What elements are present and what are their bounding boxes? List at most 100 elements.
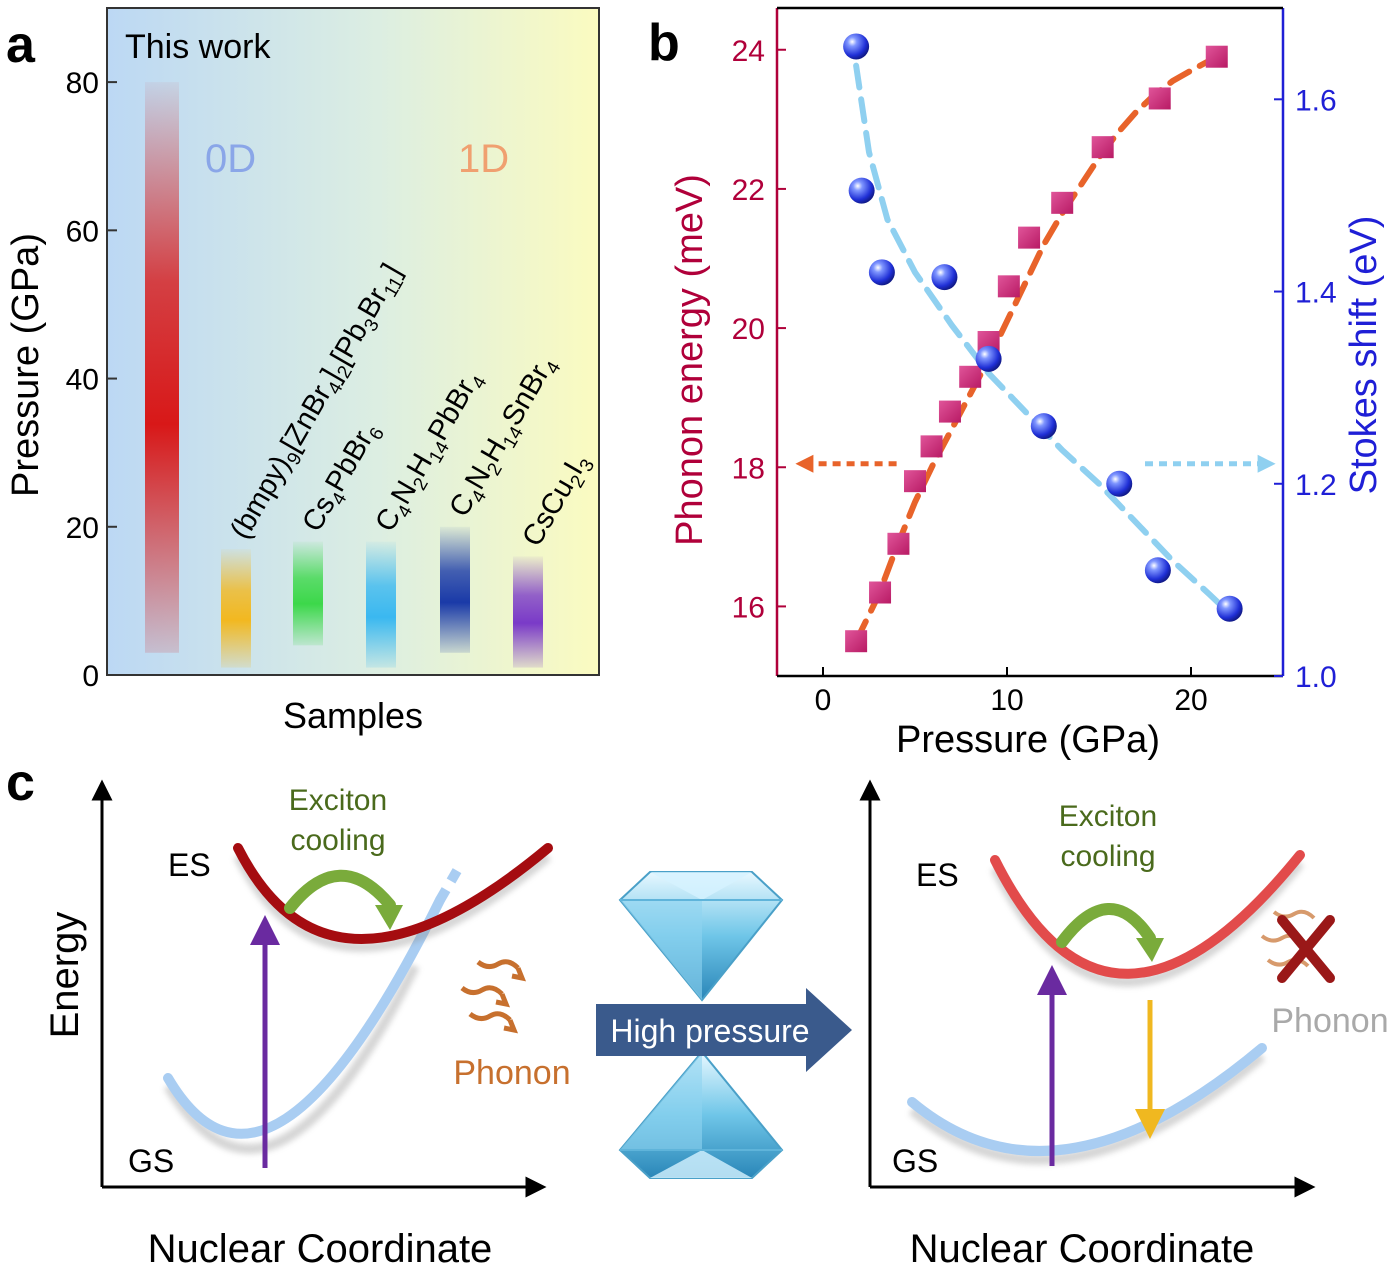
left-cooling-label-line1: Exciton [289, 784, 387, 817]
left-gs-label: GS [128, 1143, 174, 1179]
high-pressure-arrow [596, 988, 852, 1072]
phonon-energy-point [904, 470, 926, 493]
one-d-annotation: 1D [458, 137, 509, 181]
left-cooling-arrowhead [375, 905, 403, 930]
phonon-energy-tick-label: 24 [732, 35, 765, 68]
right-cooling-label-line2: cooling [1060, 840, 1155, 873]
high-pressure-label: High pressure [610, 1013, 809, 1049]
stokes-shift-point [848, 177, 875, 204]
left-gs-dashed-extension [435, 859, 467, 903]
blocked-phonon-cross-icon [1277, 915, 1335, 983]
panel-b-x-axis-label: Pressure (GPa) [896, 719, 1160, 761]
panel-a-label: a [6, 16, 36, 74]
panel-a-x-axis-label: Samples [283, 695, 423, 736]
panel-c: c Energy Nuclear Coordinate ES GS Excito… [6, 754, 1389, 1271]
phonon-energy-tick-label: 22 [732, 174, 765, 207]
stokes-axis-arrow-head [1257, 454, 1276, 473]
right-cooling-arrow [1056, 903, 1156, 948]
bar-this-work [145, 82, 179, 653]
panel-b-data-points [843, 33, 1243, 653]
stokes-shift-point [868, 259, 895, 286]
phonon-energy-point [959, 365, 982, 388]
right-phonon-label: Phonon [1271, 1002, 1388, 1040]
bar-zn-pb [221, 549, 251, 668]
right-cooling-arrowhead [1136, 938, 1164, 962]
right-es-curve [990, 850, 1305, 979]
panel-a-y-tick-label: 0 [82, 660, 99, 693]
bar-cs4pbbr6 [293, 541, 323, 646]
left-gs-shadow [163, 963, 420, 1154]
phonon-energy-point [938, 400, 961, 423]
phonon-energy-point [1051, 191, 1074, 214]
panel-a-y-tick-label: 20 [66, 512, 99, 545]
bar-cscu2i3 [513, 556, 543, 668]
bar-c4n2h14pbbr4 [366, 541, 396, 668]
stokes-shift-point [843, 33, 870, 60]
lower-diamond-anvil-icon [618, 1050, 784, 1179]
phonon-energy-point [845, 630, 868, 653]
panel-c-label: c [6, 754, 35, 812]
panel-a-y-tick-label: 60 [66, 215, 99, 248]
phonon-energy-point [1205, 45, 1228, 68]
right-gs-curve [907, 1043, 1267, 1156]
stokes-shift-tick-label: 1.2 [1295, 469, 1337, 502]
stokes-shift-point [931, 264, 958, 291]
panel-b-axes: 16 18 20 22 24 1.0 1.2 1.4 1.6 0 10 20 [732, 6, 1337, 717]
phonon-axis-arrow-head [795, 454, 814, 473]
left-es-shadow [233, 852, 552, 952]
energy-axis-label: Energy [43, 912, 87, 1039]
pressure-tick-label: 0 [815, 684, 832, 717]
phonon-energy-point [1091, 136, 1114, 159]
right-nuclear-coordinate-label: Nuclear Coordinate [910, 1227, 1255, 1271]
this-work-annotation: This work [125, 28, 271, 66]
left-nuclear-coordinate-label: Nuclear Coordinate [148, 1227, 493, 1271]
left-phonon-wave-icon [460, 959, 527, 1034]
zero-d-annotation: 0D [205, 137, 256, 181]
panel-a-bars [145, 82, 543, 668]
right-cooling-label-line1: Exciton [1059, 800, 1157, 833]
stokes-shift-tick-label: 1.6 [1295, 84, 1337, 117]
phonon-energy-point [920, 435, 943, 458]
phonon-energy-point [869, 581, 892, 604]
panel-a-y-tick-label: 40 [66, 364, 99, 397]
right-gs-shadow [908, 1052, 1266, 1165]
pressure-tick-label: 10 [990, 684, 1023, 717]
stokes-shift-point [975, 345, 1002, 372]
right-es-label: ES [916, 857, 959, 893]
right-gs-label: GS [892, 1143, 938, 1179]
panel-b: b 16 18 20 22 24 1.0 1.2 1.4 1.6 0 10 20 Phonon ene… [648, 6, 1385, 761]
panel-a-y-axis-label: Pressure (GPa) [5, 233, 47, 497]
phonon-energy-tick-label: 20 [732, 313, 765, 346]
phonon-energy-point [887, 532, 910, 555]
left-es-label: ES [168, 847, 211, 883]
panel-b-axis-indicator-arrows [795, 454, 1276, 473]
phonon-energy-point [1018, 226, 1041, 249]
left-cooling-arrow [284, 869, 396, 914]
panel-b-label: b [648, 14, 680, 72]
upper-diamond-anvil-icon [618, 871, 784, 1002]
stokes-shift-point [1144, 557, 1171, 584]
panel-a-y-axis: 0 20 40 60 80 [66, 67, 117, 693]
phonon-energy-tick-label: 18 [732, 452, 765, 485]
left-gs-curve [163, 895, 445, 1139]
left-es-curve [233, 843, 553, 944]
stokes-shift-point [1030, 413, 1057, 440]
left-phonon-label: Phonon [453, 1054, 570, 1092]
stokes-shift-fit-line [853, 62, 1233, 617]
left-cooling-label-line2: cooling [290, 824, 385, 857]
stokes-shift-point [1106, 470, 1133, 497]
pressure-tick-label: 20 [1174, 684, 1207, 717]
phonon-energy-axis-label: Phonon energy (meV) [669, 174, 711, 546]
phonon-energy-point [1148, 87, 1171, 110]
phonon-energy-tick-label: 16 [732, 591, 765, 624]
panel-b-fit-lines [853, 53, 1233, 645]
panel-a-y-tick-label: 80 [66, 67, 99, 100]
bar-c4n2h14snbr4 [440, 526, 470, 653]
stokes-shift-tick-label: 1.0 [1295, 661, 1337, 694]
phonon-energy-point [997, 275, 1020, 298]
stokes-shift-axis-label: Stokes shift (eV) [1343, 216, 1385, 495]
stokes-shift-tick-label: 1.4 [1295, 277, 1337, 310]
stokes-shift-point [1216, 595, 1243, 622]
